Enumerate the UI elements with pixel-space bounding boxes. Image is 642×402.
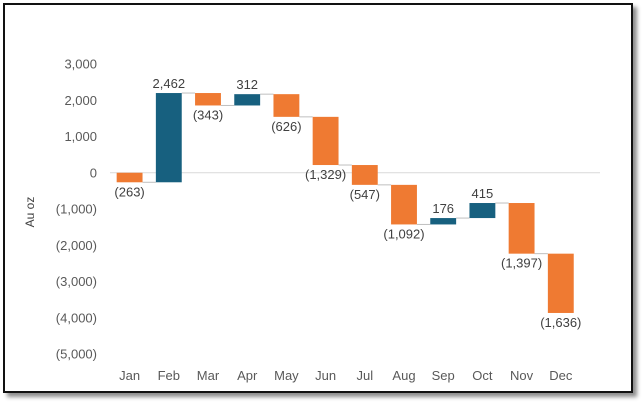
x-tick-label: Nov — [510, 368, 534, 383]
bar-nov — [508, 203, 535, 254]
bar-oct — [469, 203, 496, 219]
y-axis-ticks: 3,000 2,000 1,000 0 (1,000) (2,000) (3,000) (4,… — [56, 57, 600, 362]
x-axis-ticks: Jan Feb Mar Apr May Jun Jul Aug Sep Oct Nov Dec — [119, 368, 573, 383]
data-label-jun: (1,329) — [305, 167, 346, 182]
data-label-mar: (343) — [193, 107, 223, 122]
data-label-apr: 312 — [236, 77, 258, 92]
bar-feb — [155, 93, 182, 183]
y-tick-label: 3,000 — [64, 57, 97, 72]
data-label-nov: (1,397) — [501, 256, 542, 271]
x-tick-label: Aug — [392, 368, 415, 383]
bar-aug — [391, 184, 417, 225]
x-tick-label: May — [274, 368, 299, 383]
data-label-aug: (1,092) — [383, 226, 424, 241]
y-tick-label: (2,000) — [56, 238, 97, 253]
chart-frame — [3, 3, 633, 393]
y-tick-label: 0 — [90, 165, 97, 180]
x-tick-label: Sep — [432, 368, 455, 383]
bar-jan — [116, 172, 143, 183]
bar-jun — [312, 116, 339, 166]
data-label-oct: 415 — [472, 186, 494, 201]
data-labels: (263) 2,462 (343) 312 (626) (1,329) (547) (1,09… — [114, 76, 581, 330]
y-axis-label: Au oz — [23, 197, 37, 228]
bar-apr — [234, 94, 261, 106]
y-tick-label: (5,000) — [56, 347, 97, 362]
x-tick-label: Jul — [356, 368, 373, 383]
y-tick-label: (1,000) — [56, 202, 97, 217]
y-tick-label: 2,000 — [64, 93, 97, 108]
y-tick-label: (4,000) — [56, 310, 97, 325]
x-tick-label: Mar — [197, 368, 220, 383]
data-label-feb: 2,462 — [153, 76, 186, 91]
connector-lines — [142, 92, 548, 255]
data-label-jul: (547) — [350, 187, 380, 202]
x-tick-label: Oct — [472, 368, 493, 383]
x-tick-label: Jan — [119, 368, 140, 383]
x-tick-label: Dec — [549, 368, 573, 383]
data-label-sep: 176 — [432, 201, 454, 216]
x-tick-label: Feb — [158, 368, 180, 383]
bar-mar — [195, 93, 221, 106]
x-tick-label: Jun — [315, 368, 336, 383]
data-label-dec: (1,636) — [540, 315, 581, 330]
bar-jul — [351, 165, 378, 185]
y-tick-label: 1,000 — [64, 129, 97, 144]
y-tick-label: (3,000) — [56, 274, 97, 289]
bar-sep — [430, 218, 457, 225]
bar-dec — [547, 253, 574, 313]
bar-may — [273, 94, 300, 117]
data-label-jan: (263) — [114, 184, 144, 199]
data-label-may: (626) — [271, 119, 301, 134]
x-tick-label: Apr — [237, 368, 258, 383]
bars — [116, 93, 574, 313]
